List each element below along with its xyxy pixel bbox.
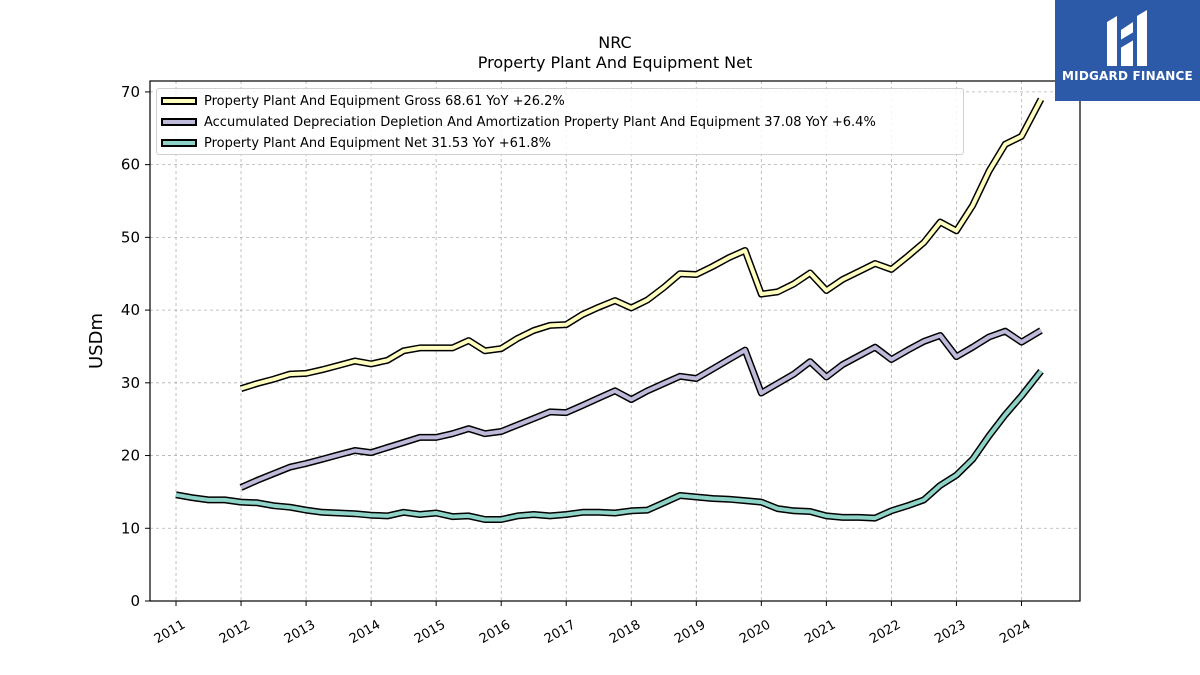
x-tick-label: 2021 xyxy=(802,617,838,647)
x-tick-label: 2024 xyxy=(997,617,1033,647)
y-tick-label: 40 xyxy=(121,301,140,319)
x-tick-label: 2018 xyxy=(607,617,643,647)
series-line-gross xyxy=(240,98,1043,391)
y-tick-label: 70 xyxy=(121,83,140,101)
plot-area-frame xyxy=(149,80,1081,602)
legend-swatch-gross xyxy=(161,97,197,105)
y-tick-label: 60 xyxy=(121,156,140,174)
x-tick-label: 2022 xyxy=(867,617,903,647)
logo-text: MIDGARD FINANCE xyxy=(1062,69,1193,83)
legend-item-net: Property Plant And Equipment Net 31.53 Y… xyxy=(161,134,551,152)
legend-swatch-net xyxy=(161,139,197,147)
y-tick-label: 30 xyxy=(121,374,140,392)
axes: 0 10 20 30 40 50 60 70 2011 2012 2013 2014 2015 2016 2… xyxy=(121,83,1034,647)
legend-label-depreciation: Accumulated Depreciation Depletion And A… xyxy=(204,114,876,130)
legend-item-gross: Property Plant And Equipment Gross 68.61… xyxy=(161,92,565,110)
x-tick-label: 2015 xyxy=(412,617,448,647)
x-tick-label: 2016 xyxy=(477,617,513,647)
chart-title: NRC xyxy=(598,33,632,52)
series-line-depreciation xyxy=(240,328,1043,490)
legend-label-gross: Property Plant And Equipment Gross 68.61… xyxy=(204,93,565,109)
legend-swatch-depreciation xyxy=(161,118,197,126)
x-tick-label: 2020 xyxy=(737,617,773,647)
y-tick-label: 50 xyxy=(121,228,140,246)
series-lines xyxy=(175,97,1045,523)
logo-mark-icon xyxy=(1107,10,1147,66)
chart-subtitle: Property Plant And Equipment Net xyxy=(477,53,753,72)
series-outline-depreciation xyxy=(239,327,1043,491)
series-line-net xyxy=(175,369,1043,522)
x-tick-label: 2017 xyxy=(542,617,578,647)
x-tick-label: 2019 xyxy=(672,617,708,647)
legend: Property Plant And Equipment Gross 68.61… xyxy=(156,88,964,155)
y-tick-label: 20 xyxy=(121,447,140,465)
y-tick-label: 0 xyxy=(130,592,140,610)
x-tick-label: 2014 xyxy=(347,617,383,647)
brand-logo: MIDGARD FINANCE xyxy=(1055,0,1200,101)
x-tick-label: 2013 xyxy=(282,617,318,647)
x-tick-label: 2011 xyxy=(152,617,188,647)
legend-item-depreciation: Accumulated Depreciation Depletion And A… xyxy=(161,113,876,131)
x-tick-label: 2023 xyxy=(932,617,968,647)
y-tick-label: 10 xyxy=(121,519,140,537)
x-tick-label: 2012 xyxy=(217,617,253,647)
y-axis-label: USDm xyxy=(86,313,107,369)
legend-label-net: Property Plant And Equipment Net 31.53 Y… xyxy=(204,135,551,151)
